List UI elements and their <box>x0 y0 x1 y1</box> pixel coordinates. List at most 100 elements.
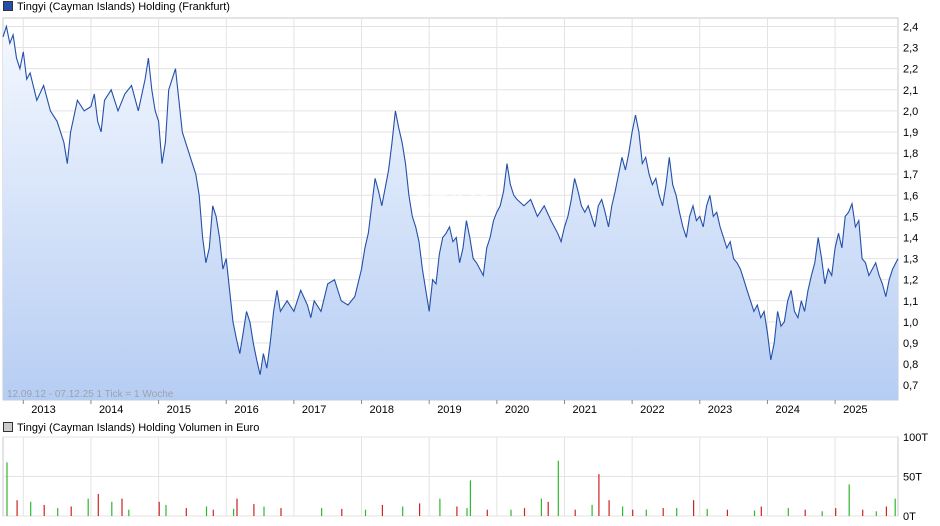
price-y-tick-label: 2,0 <box>903 106 918 118</box>
volume-bar <box>662 508 664 516</box>
price-legend: Tingyi (Cayman Islands) Holding (Frankfu… <box>3 0 230 14</box>
x-tick-label: 2020 <box>505 404 529 416</box>
price-y-tick-label: 1,5 <box>903 211 918 223</box>
price-y-tick-label: 2,4 <box>903 21 918 33</box>
volume-bar <box>510 509 512 516</box>
volume-bar <box>128 509 130 516</box>
price-y-tick-label: 2,2 <box>903 64 918 76</box>
volume-bar <box>862 509 864 516</box>
volume-bar <box>419 503 421 516</box>
price-y-tick-label: 1,9 <box>903 127 918 139</box>
volume-bar <box>486 509 488 516</box>
volume-bar <box>30 501 32 516</box>
x-tick-label: 2025 <box>843 404 867 416</box>
volume-bar <box>97 493 99 516</box>
volume-bar <box>456 506 458 516</box>
volume-legend: Tingyi (Cayman Islands) Holding Volumen … <box>3 421 259 435</box>
volume-bar <box>706 508 708 516</box>
volume-bar <box>16 500 18 516</box>
x-tick-label: 2014 <box>99 404 123 416</box>
volume-bar <box>608 500 610 516</box>
volume-bar <box>43 504 45 516</box>
price-y-tick-label: 1,4 <box>903 232 918 244</box>
volume-bar <box>111 501 113 516</box>
x-tick-label: 2013 <box>31 404 55 416</box>
volume-bar <box>233 508 235 516</box>
volume-bar <box>402 506 404 516</box>
volume-y-tick-label: 0T <box>903 511 916 523</box>
price-panel: 0,7 0,8 0,9 1,0 1,1 1,2 1,3 1,4 1,5 1,6 1,7 1,8 1,9 2… <box>2 17 918 416</box>
volume-bar <box>574 509 576 516</box>
x-tick-label: 2024 <box>775 404 799 416</box>
x-tick-label: 2018 <box>370 404 394 416</box>
volume-panel: 0T 50T 100T <box>2 432 928 523</box>
info-line: 12.09.12 - 07.12.25 1 Tick = 1 Woche <box>7 389 174 400</box>
volume-bar <box>848 484 850 516</box>
price-legend-swatch <box>3 1 13 12</box>
volume-bar <box>885 506 887 516</box>
price-y-tick-label: 1,8 <box>903 148 918 160</box>
volume-bar <box>540 498 542 516</box>
volume-bar <box>693 500 695 516</box>
volume-bar <box>821 511 823 516</box>
x-tick-label: 2022 <box>640 404 664 416</box>
price-y-tick-label: 0,8 <box>903 359 918 371</box>
price-area <box>3 26 898 401</box>
volume-bar <box>632 509 634 516</box>
volume-bar <box>645 509 647 516</box>
price-legend-label: Tingyi (Cayman Islands) Holding (Frankfu… <box>17 1 230 13</box>
x-tick-label: 2021 <box>572 404 596 416</box>
x-tick-label: 2016 <box>234 404 258 416</box>
price-y-tick-label: 2,1 <box>903 85 918 97</box>
volume-bar <box>622 506 624 516</box>
volume-bar <box>165 504 167 516</box>
volume-bar <box>523 508 526 516</box>
x-tick-label: 2017 <box>302 404 326 416</box>
price-y-tick-label: 1,1 <box>903 296 918 308</box>
volume-bar <box>6 462 8 516</box>
price-y-tick-label: 0,9 <box>903 338 918 350</box>
volume-bar <box>547 501 549 516</box>
volume-bar <box>894 498 896 516</box>
volume-bar <box>212 509 214 516</box>
volume-bar <box>469 480 471 516</box>
volume-bar <box>205 506 208 516</box>
volume-bar <box>121 498 123 516</box>
volume-bar <box>557 460 559 516</box>
volume-bar <box>439 498 441 516</box>
volume-bar <box>70 506 72 516</box>
volume-bar <box>760 506 762 516</box>
volume-bar <box>726 509 728 516</box>
price-y-tick-label: 1,7 <box>903 169 918 181</box>
volume-bar <box>321 508 323 516</box>
volume-bar <box>263 506 265 516</box>
volume-bar <box>835 508 837 516</box>
price-line <box>2 24 899 375</box>
x-tick-label: 2015 <box>167 404 191 416</box>
price-y-tick-label: 0,7 <box>903 380 918 392</box>
volume-bar <box>875 511 877 516</box>
volume-legend-swatch <box>3 422 13 433</box>
volume-bar <box>341 508 343 516</box>
volume-bar <box>158 501 160 516</box>
volume-y-tick-label: 50T <box>903 472 922 484</box>
volume-bar <box>591 504 593 516</box>
volume-bar <box>381 504 383 516</box>
watermark: ARIVA <box>406 187 492 218</box>
volume-bar <box>236 498 238 516</box>
volume-bar <box>466 508 468 516</box>
volume-bar <box>753 510 756 516</box>
volume-bar <box>598 474 600 516</box>
volume-bar <box>253 504 255 516</box>
volume-bar <box>804 509 806 516</box>
volume-bar <box>280 508 282 516</box>
price-y-tick-label: 1,0 <box>903 317 918 329</box>
volume-bar <box>787 508 789 516</box>
volume-legend-label: Tingyi (Cayman Islands) Holding Volumen … <box>17 422 260 434</box>
price-y-tick-label: 1,2 <box>903 275 918 287</box>
price-y-tick-label: 1,3 <box>903 254 918 266</box>
price-y-tick-label: 2,3 <box>903 43 918 55</box>
volume-bar <box>364 509 367 516</box>
volume-y-tick-label: 100T <box>903 432 928 444</box>
